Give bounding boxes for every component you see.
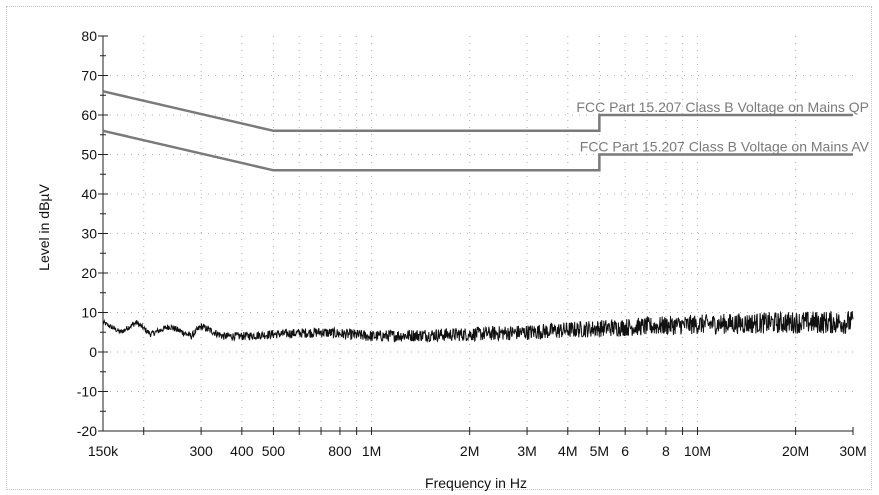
y-tick-label: 0 — [89, 344, 97, 360]
limit-line-label: FCC Part 15.207 Class B Voltage on Mains… — [580, 139, 870, 155]
limit-line — [102, 129, 853, 172]
x-tick-label: 1M — [362, 443, 381, 459]
limit-line — [102, 90, 853, 133]
limit-line-label: FCC Part 15.207 Class B Voltage on Mains… — [576, 99, 869, 115]
y-tick-label: 80 — [81, 28, 97, 44]
chart-frame — [6, 6, 872, 490]
labels: 80 70 60 50 40 30 20 10 0 -10 -20 150k 300 400 500 800 1… — [77, 28, 870, 459]
y-tick-label: 10 — [81, 305, 97, 321]
grid — [103, 36, 853, 431]
x-tick-label: 30M — [839, 443, 866, 459]
x-tick-label: 300 — [189, 443, 213, 459]
y-tick-label: 20 — [81, 265, 97, 281]
series-layer — [102, 90, 854, 343]
x-tick-label: 500 — [262, 443, 286, 459]
y-tick-label: 30 — [81, 226, 97, 242]
y-axis-title: Level in dBµV — [36, 184, 52, 271]
x-axis-title: Frequency in Hz — [425, 475, 527, 491]
measurement-trace — [102, 310, 854, 343]
axes — [98, 35, 854, 435]
y-tick-label: -20 — [77, 423, 97, 439]
x-tick-label: 8 — [662, 443, 670, 459]
y-tick-label: -10 — [77, 384, 97, 400]
x-tick-label: 2M — [460, 443, 479, 459]
x-tick-label: 6 — [621, 443, 629, 459]
x-tick-label: 5M — [590, 443, 609, 459]
x-tick-label: 3M — [517, 443, 536, 459]
x-tick-label: 150k — [88, 443, 119, 459]
y-tick-label: 40 — [81, 186, 97, 202]
y-tick-label: 60 — [81, 107, 97, 123]
x-tick-label: 10M — [684, 443, 711, 459]
x-tick-label: 400 — [230, 443, 254, 459]
y-tick-label: 70 — [81, 68, 97, 84]
x-tick-label: 800 — [328, 443, 352, 459]
y-tick-label: 50 — [81, 147, 97, 163]
x-tick-label: 4M — [558, 443, 577, 459]
x-tick-label: 20M — [782, 443, 809, 459]
